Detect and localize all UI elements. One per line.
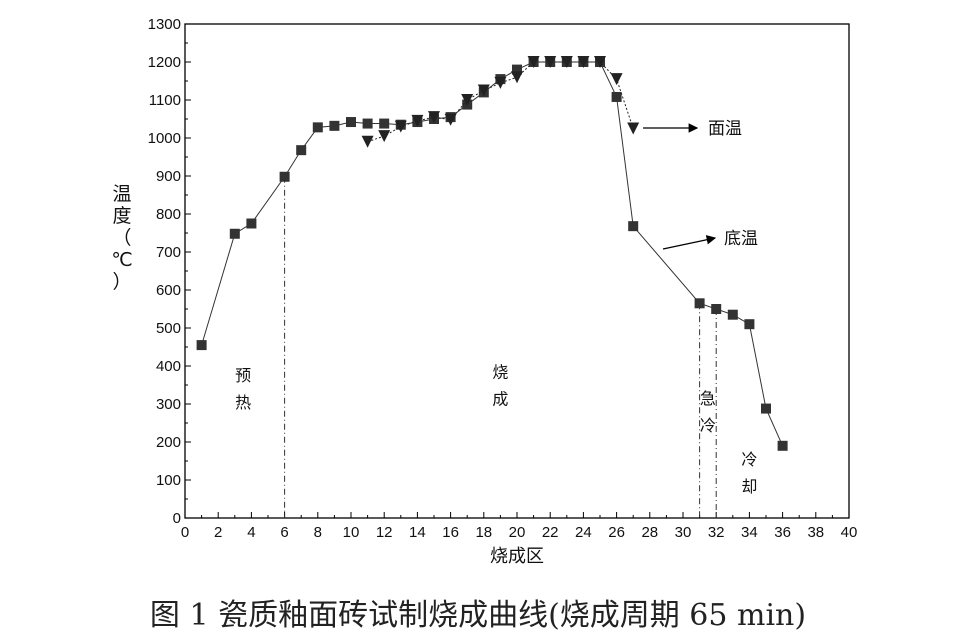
x-tick-label: 6 — [280, 524, 288, 541]
square-marker — [512, 64, 522, 75]
annotation-label-bottom-temp: 底温 — [724, 229, 758, 249]
triangle-marker — [428, 111, 440, 124]
chart: 0 2 4 6 8 10 12 14 16 18 20 22 24 26 28 30 32 34 36 38 40010… — [111, 16, 857, 567]
y-tick-label: 900 — [156, 168, 181, 185]
x-tick-label: 32 — [708, 524, 725, 541]
triangle-marker — [411, 114, 424, 127]
x-tick-label: 38 — [807, 524, 824, 541]
x-tick-label: 28 — [641, 524, 658, 541]
triangle-marker — [594, 56, 606, 68]
x-tick-label: 34 — [741, 524, 758, 541]
square-marker — [694, 298, 705, 309]
annotation-arrow — [662, 235, 717, 250]
region-label-char: 急 — [700, 389, 716, 408]
series-layer — [196, 56, 788, 451]
triangle-marker — [511, 71, 523, 84]
x-tick-label: 12 — [376, 524, 393, 541]
y-axis-label-char: ℃ — [111, 249, 132, 271]
region-label-char: 烧 — [492, 362, 508, 381]
triangle-marker — [361, 135, 374, 148]
triangle-marker — [461, 94, 474, 106]
region-label-char: 冷 — [741, 450, 757, 469]
square-marker — [379, 118, 390, 129]
triangle-marker — [394, 120, 407, 133]
triangle-marker — [577, 56, 590, 68]
square-marker — [296, 145, 307, 156]
square-marker — [761, 403, 771, 414]
y-tick-label: 1300 — [148, 16, 181, 33]
square-marker — [727, 309, 738, 320]
series-line-底温 — [201, 61, 784, 447]
y-tick-label: 1100 — [149, 92, 181, 109]
y-tick-label: 300 — [156, 396, 181, 413]
region-dividers — [284, 176, 717, 518]
x-tick-label: 30 — [675, 524, 692, 541]
triangle-marker — [378, 130, 391, 143]
y-tick-label: 1000 — [148, 130, 181, 147]
x-tick-label: 24 — [575, 524, 592, 541]
axes: 0 2 4 6 8 10 12 14 16 18 20 22 24 26 28 30 32 34 36 38 40010… — [111, 16, 857, 567]
series-line-面温 — [367, 61, 634, 143]
y-tick-label: 700 — [156, 244, 181, 261]
square-marker — [628, 221, 639, 232]
square-marker — [196, 340, 207, 351]
triangle-marker — [444, 113, 457, 126]
triangle-marker — [610, 73, 623, 86]
y-tick-label: 400 — [156, 358, 181, 375]
square-marker — [312, 122, 323, 133]
triangle-marker — [494, 76, 507, 89]
y-tick-label: 100 — [156, 472, 181, 489]
region-label-char: 预 — [235, 366, 251, 385]
y-tick-label: 1200 — [148, 54, 181, 71]
square-marker — [229, 228, 240, 239]
square-marker — [329, 120, 340, 131]
x-tick-label: 18 — [475, 524, 492, 541]
square-marker — [362, 118, 373, 129]
y-tick-label: 600 — [156, 282, 181, 299]
y-axis-label-char: 度 — [112, 205, 131, 227]
triangle-marker — [544, 56, 557, 68]
x-tick-label: 16 — [442, 524, 459, 541]
y-axis-label-char: ） — [112, 271, 131, 293]
x-tick-label: 2 — [214, 524, 222, 541]
square-marker — [279, 171, 290, 182]
x-tick-label: 14 — [409, 524, 426, 541]
region-label-char: 成 — [492, 389, 508, 408]
square-marker — [246, 218, 257, 229]
region-label-char: 却 — [741, 477, 757, 496]
x-axis-label: 烧成区 — [490, 546, 544, 567]
y-tick-label: 200 — [156, 434, 181, 451]
triangle-marker — [527, 56, 540, 68]
square-marker — [744, 319, 755, 330]
y-axis-label-char: （ — [112, 227, 131, 249]
y-tick-label: 800 — [156, 206, 181, 223]
x-tick-label: 0 — [181, 524, 189, 541]
triangle-marker — [477, 84, 490, 97]
triangle-marker — [627, 122, 640, 135]
triangle-marker — [560, 56, 573, 68]
y-tick-label: 500 — [156, 320, 181, 337]
x-tick-label: 40 — [841, 524, 858, 541]
figure-caption: 图 1 瓷质釉面砖试制烧成曲线(烧成周期 65 min) — [149, 598, 807, 633]
x-tick-label: 36 — [774, 524, 791, 541]
annotation-label-surface-temp: 面温 — [708, 119, 742, 139]
y-axis-label-char: 温 — [112, 183, 131, 205]
square-marker — [711, 304, 722, 314]
square-marker — [346, 117, 356, 128]
x-tick-label: 22 — [542, 524, 559, 541]
x-tick-label: 4 — [247, 524, 255, 541]
x-tick-label: 26 — [608, 524, 625, 541]
y-tick-label: 0 — [173, 510, 181, 527]
square-marker — [611, 91, 622, 102]
x-tick-label: 8 — [314, 524, 322, 541]
region-label-char: 冷 — [700, 416, 716, 435]
region-label-char: 热 — [235, 393, 251, 412]
x-tick-label: 10 — [343, 524, 360, 541]
x-tick-label: 20 — [509, 524, 526, 541]
square-marker — [777, 440, 788, 451]
